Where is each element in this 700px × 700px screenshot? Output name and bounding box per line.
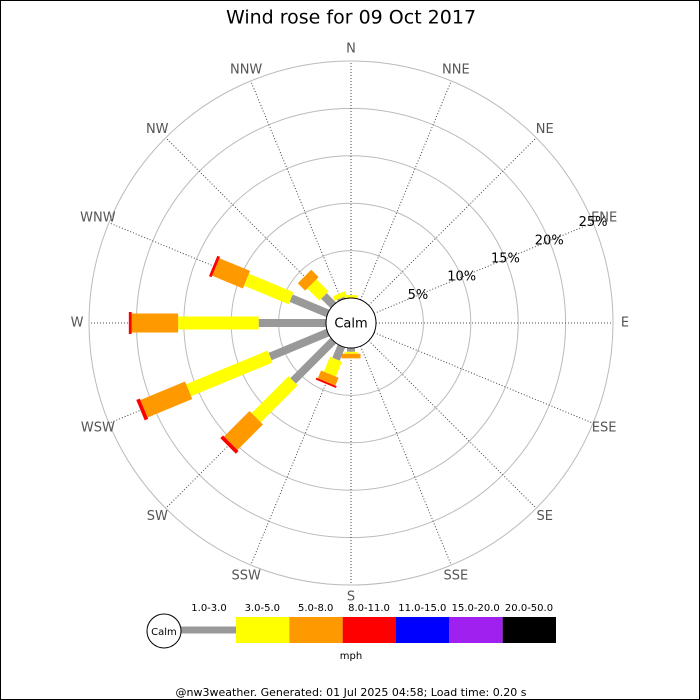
bar-segment xyxy=(344,351,358,354)
ring-label: 25% xyxy=(579,215,608,230)
legend-label: 11.0-15.0 xyxy=(398,603,446,614)
chart-title: Wind rose for 09 Oct 2017 xyxy=(226,7,476,29)
direction-label: NW xyxy=(146,122,169,137)
ring-label: 5% xyxy=(408,288,429,303)
legend-swatch xyxy=(289,617,343,643)
spoke xyxy=(368,340,537,509)
spoke xyxy=(360,345,452,566)
ring-label: 15% xyxy=(491,252,520,267)
legend-swatch xyxy=(342,617,396,643)
legend-label: 20.0-50.0 xyxy=(505,603,553,614)
spoke xyxy=(373,332,594,424)
bar-segment xyxy=(317,370,339,386)
legend-swatch xyxy=(236,617,290,643)
bar-segment xyxy=(224,411,263,450)
bar-segment xyxy=(315,377,337,388)
bar-segment xyxy=(323,356,342,377)
bar-segment xyxy=(321,293,337,309)
legend-swatch xyxy=(396,617,450,643)
bar-segment xyxy=(136,398,149,421)
footer: @nw3weather. Generated: 01 Jul 2025 04:5… xyxy=(176,686,527,699)
direction-label: SW xyxy=(147,509,168,524)
bar-segment xyxy=(220,435,239,454)
bar-segment xyxy=(243,273,294,305)
direction-label: WSW xyxy=(81,420,115,435)
direction-label: SE xyxy=(537,509,553,524)
bar-segment xyxy=(258,319,326,327)
bar-segment xyxy=(307,279,329,301)
bar-segment xyxy=(341,353,361,359)
spoke xyxy=(360,80,452,301)
bar-segment xyxy=(140,381,193,418)
direction-label: ESE xyxy=(592,420,617,435)
direction-label: WNW xyxy=(80,211,116,226)
legend-label: 5.0-8.0 xyxy=(298,603,333,614)
bar-segment xyxy=(178,316,259,330)
calm-label: Calm xyxy=(334,317,367,332)
direction-label: S xyxy=(347,590,355,605)
direction-label: NNW xyxy=(230,62,262,77)
legend-calm-label: Calm xyxy=(151,627,177,638)
spoke xyxy=(368,137,537,306)
legend-label: 15.0-20.0 xyxy=(452,603,500,614)
bar-segment xyxy=(208,255,221,278)
bar-segment xyxy=(297,269,319,291)
bar-segment xyxy=(268,328,330,361)
bar-segment xyxy=(128,312,132,334)
legend-swatch xyxy=(449,617,503,643)
bar-segment xyxy=(344,295,358,298)
spoke xyxy=(373,222,594,314)
bar-segment xyxy=(332,291,347,301)
bar-segment xyxy=(251,376,298,423)
direction-label: E xyxy=(621,316,629,331)
legend-swatch xyxy=(502,617,556,643)
bar-segment xyxy=(212,258,251,289)
ring-label: 10% xyxy=(447,270,476,285)
legend-label: 8.0-11.0 xyxy=(348,603,390,614)
bar-segment xyxy=(289,294,330,318)
spoke xyxy=(250,80,342,301)
bar-segment xyxy=(186,350,273,397)
calm-circle xyxy=(325,297,377,349)
legend-units: mph xyxy=(340,651,362,662)
direction-label: NE xyxy=(536,122,554,137)
ring xyxy=(88,60,614,586)
direction-label: SSE xyxy=(443,569,468,584)
bar-segment xyxy=(332,344,346,361)
legend-label: 3.0-5.0 xyxy=(245,603,280,614)
legend-label: 1.0-3.0 xyxy=(191,603,226,614)
bar-segment xyxy=(131,313,179,333)
bar-segment xyxy=(290,337,337,384)
ring-label: 20% xyxy=(535,233,564,248)
direction-label: N xyxy=(346,42,356,57)
bar-segment xyxy=(337,296,346,302)
bar-segment xyxy=(347,348,355,352)
direction-label: ENE xyxy=(591,211,617,226)
legend-calm xyxy=(146,613,182,649)
direction-label: SSW xyxy=(231,569,261,584)
direction-label: NNE xyxy=(442,62,470,77)
direction-label: W xyxy=(71,316,84,331)
